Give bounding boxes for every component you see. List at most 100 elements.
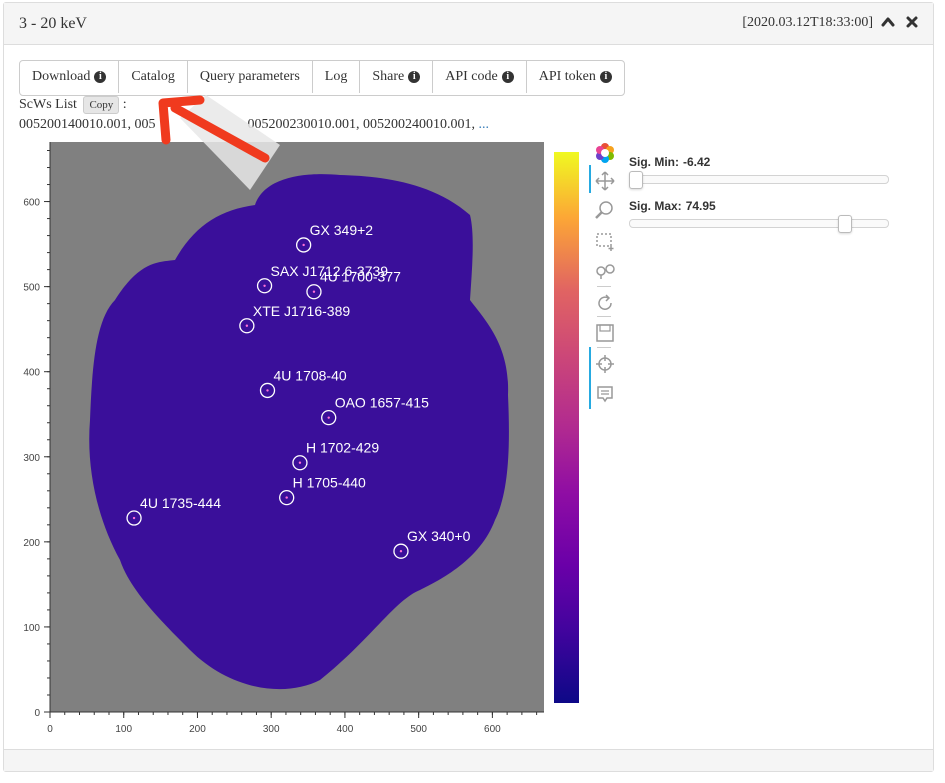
- y-tick-label: 200: [23, 538, 40, 549]
- catalog-button[interactable]: Catalog: [119, 61, 188, 93]
- source-marker[interactable]: [239, 318, 255, 334]
- source-marker[interactable]: [126, 510, 142, 526]
- close-icon[interactable]: [904, 13, 920, 31]
- sky-coverage-region: [89, 174, 509, 690]
- source-marker[interactable]: [259, 382, 276, 399]
- source-center-dot: [302, 243, 305, 247]
- x-tick-label: 500: [410, 724, 427, 735]
- y-tick-label: 600: [23, 198, 40, 209]
- panel-heading: 3 - 20 keV [2020.03.12T18:33:00]: [4, 3, 933, 45]
- source-label: 4U 1708-40: [274, 367, 347, 383]
- source-center-dot: [327, 416, 330, 419]
- source-marker[interactable]: [306, 284, 322, 300]
- panel-footer: [4, 749, 933, 771]
- log-label: Log: [324, 69, 348, 84]
- scws-ids-first: 005200140010.001, 005: [19, 117, 156, 132]
- sig-min-slider: Sig. Min: -6.42: [629, 153, 889, 189]
- sig-min-label: Sig. Min:: [629, 155, 679, 169]
- wheel-zoom-icon[interactable]: [593, 199, 617, 223]
- panel-title: 3 - 20 keV: [19, 15, 87, 32]
- query-parameters-button[interactable]: Query parameters: [188, 61, 313, 93]
- pan-tool-icon[interactable]: [593, 169, 617, 193]
- source-label: GX 340+0: [407, 528, 471, 544]
- scws-label: ScWs List: [19, 97, 77, 112]
- sig-min-handle[interactable]: [629, 171, 643, 189]
- sig-max-track[interactable]: [629, 219, 889, 228]
- scws-ids-second: 005200230010.001, 005200240010.001,: [247, 117, 476, 132]
- sig-max-slider: Sig. Max: 74.95: [629, 197, 889, 233]
- query-parameters-label: Query parameters: [199, 69, 300, 84]
- source-center-dot: [298, 461, 302, 464]
- scws-list: ScWs List Copy :: [19, 96, 127, 114]
- source-center-dot: [312, 290, 316, 293]
- source-label: H 1702-429: [306, 440, 379, 456]
- share-button[interactable]: Share i: [360, 61, 434, 93]
- source-label: 4U 1735-444: [140, 495, 221, 511]
- source-label: SAX J1712.6-3739: [271, 263, 389, 279]
- source-marker[interactable]: [295, 237, 312, 253]
- source-label: OAO 1657-415: [335, 395, 429, 411]
- source-center-dot: [399, 550, 403, 553]
- source-label: XTE J1716-389: [253, 303, 350, 319]
- scws-ids: 005200140010.001, 005 005200230010.001, 0…: [19, 117, 489, 133]
- hover-tooltip-icon[interactable]: [593, 382, 617, 406]
- info-icon: i: [94, 71, 107, 83]
- api-token-button[interactable]: API token i: [527, 61, 624, 93]
- log-button[interactable]: Log: [313, 61, 361, 93]
- source-label: H 1705-440: [293, 475, 366, 491]
- source-center-dot: [285, 496, 288, 499]
- y-tick-label: 500: [23, 283, 40, 294]
- api-code-label: API code: [445, 69, 498, 84]
- y-tick-label: 400: [23, 368, 40, 379]
- action-button-group: Download i Catalog Query parameters Log S…: [19, 60, 625, 96]
- source-marker[interactable]: [279, 489, 295, 506]
- exposure-region: [89, 174, 509, 690]
- zoom-tools-icon[interactable]: [593, 259, 617, 283]
- crosshair-icon[interactable]: [593, 352, 617, 376]
- api-code-button[interactable]: API code i: [433, 61, 527, 93]
- box-zoom-icon[interactable]: [593, 229, 617, 253]
- source-center-dot: [132, 516, 136, 520]
- source-marker[interactable]: [256, 278, 273, 294]
- x-tick-label: 300: [263, 724, 280, 735]
- copy-button[interactable]: Copy: [83, 96, 120, 114]
- save-icon[interactable]: [593, 321, 617, 345]
- source-label: 4U 1700-377: [320, 269, 401, 285]
- api-token-label: API token: [538, 69, 596, 84]
- panel-timestamp: [2020.03.12T18:33:00]: [742, 15, 873, 30]
- sig-min-track[interactable]: [629, 175, 889, 184]
- x-tick-label: 0: [47, 724, 53, 735]
- bokeh-logo-icon[interactable]: [593, 141, 617, 165]
- info-icon: i: [408, 71, 421, 83]
- download-label: Download: [32, 69, 91, 84]
- plot-toolbar: [589, 141, 619, 421]
- y-tick-label: 300: [23, 453, 40, 464]
- x-tick-label: 600: [484, 724, 501, 735]
- sig-max-handle[interactable]: [838, 215, 853, 233]
- source-center-dot: [245, 324, 249, 327]
- y-tick-label: 0: [34, 708, 40, 719]
- sig-min-value: -6.42: [683, 155, 711, 169]
- y-tick-label: 100: [23, 623, 40, 634]
- reset-icon[interactable]: [593, 291, 617, 315]
- share-label: Share: [372, 69, 405, 84]
- catalog-label: Catalog: [131, 69, 175, 84]
- colorbar: [554, 152, 579, 703]
- scws-more-link[interactable]: ...: [478, 117, 490, 132]
- info-icon: i: [599, 71, 612, 83]
- sig-max-label: Sig. Max:: [629, 199, 682, 213]
- y-axis: 0 100 200 300 400 500 600: [23, 142, 51, 719]
- sig-max-value: 74.95: [685, 199, 716, 213]
- download-button[interactable]: Download i: [20, 61, 120, 93]
- x-tick-label: 400: [337, 724, 354, 735]
- info-icon: i: [501, 71, 514, 83]
- chevron-up-icon[interactable]: [880, 13, 896, 31]
- source-center-dot: [263, 284, 266, 287]
- source-marker[interactable]: [292, 455, 308, 471]
- source-label: GX 349+2: [310, 222, 374, 238]
- source-marker[interactable]: [393, 543, 409, 559]
- source-marker[interactable]: [321, 409, 337, 426]
- x-axis: 0 100 200 300 400 500 600: [47, 711, 544, 735]
- source-center-dot: [266, 389, 269, 392]
